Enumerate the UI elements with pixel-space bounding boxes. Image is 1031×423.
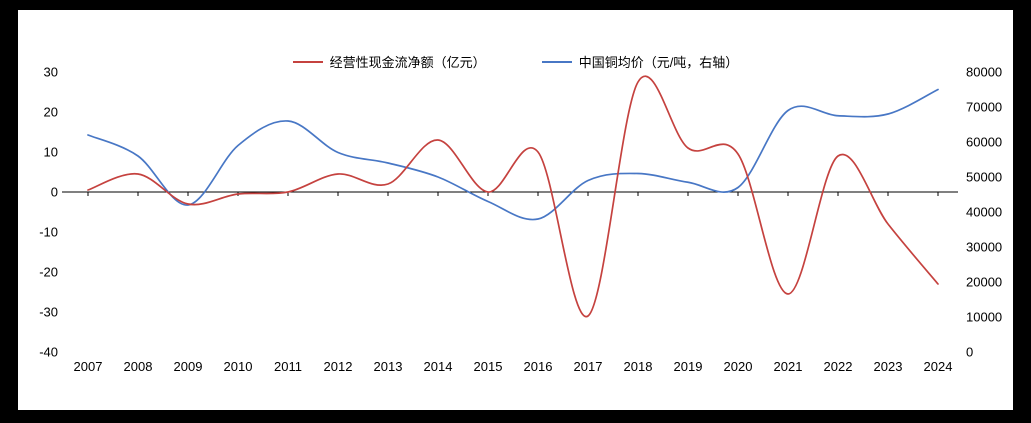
x-axis-label: 2014 (424, 359, 453, 374)
right-axis-tick-label: 70000 (966, 100, 1002, 115)
right-axis-tick-label: 20000 (966, 275, 1002, 290)
x-axis-label: 2010 (224, 359, 253, 374)
right-axis-tick-label: 0 (966, 345, 973, 360)
x-axis-label: 2015 (474, 359, 503, 374)
x-axis-label: 2018 (624, 359, 653, 374)
x-axis-label: 2021 (774, 359, 803, 374)
x-axis-label: 2008 (124, 359, 153, 374)
legend-line-blue (541, 60, 572, 63)
x-axis-label: 2019 (674, 359, 703, 374)
line-copper-price (87, 88, 939, 221)
right-axis-tick-label: 50000 (966, 170, 1002, 185)
x-axis-label: 2020 (724, 359, 753, 374)
x-axis-label: 2011 (274, 359, 302, 374)
legend-item-copper-price[interactable]: 中国铜均价（元/吨，右轴） (541, 52, 739, 71)
right-axis-tick-label: 60000 (966, 135, 1002, 150)
left-axis-tick-label: -10 (39, 225, 58, 240)
x-axis-label: 2022 (824, 359, 853, 374)
left-axis-tick-label: 30 (44, 65, 58, 80)
x-axis-label: 2009 (174, 359, 203, 374)
right-axis-tick-label: 10000 (966, 310, 1002, 325)
x-axis-label: 2016 (524, 359, 553, 374)
x-axis-label: 2024 (924, 359, 953, 374)
chart-panel: 经营性现金流净额（亿元） 中国铜均价（元/吨，右轴） 30 20 10 0 -10 -20… (18, 10, 1013, 410)
left-axis-tick-label: 20 (44, 105, 58, 120)
x-axis-label: 2012 (324, 359, 353, 374)
legend-label-operating-cashflow: 经营性现金流净额（亿元） (329, 55, 486, 70)
x-axis-label: 2023 (874, 359, 903, 374)
legend-label-copper-price: 中国铜均价（元/吨，右轴） (578, 55, 739, 70)
chart-legend: 经营性现金流净额（亿元） 中国铜均价（元/吨，右轴） (18, 52, 1013, 71)
line-chart: 3020100-10-20-30-40800007000060000500004… (39, 65, 1002, 375)
right-axis-tick-label: 40000 (966, 205, 1002, 220)
left-axis-tick-label: 0 (51, 185, 58, 200)
left-axis-tick-label: -30 (39, 305, 58, 320)
left-axis-tick-label: -20 (39, 265, 58, 280)
x-axis-label: 2017 (574, 359, 603, 374)
left-axis-tick-label: -40 (39, 345, 58, 360)
left-axis-tick-label: 10 (44, 145, 58, 160)
right-axis-tick-label: 30000 (966, 240, 1002, 255)
x-axis-label: 2007 (74, 359, 103, 374)
legend-line-red (292, 60, 323, 63)
line-operating-cashflow (87, 75, 939, 318)
x-axis-label: 2013 (374, 359, 403, 374)
legend-item-operating-cashflow[interactable]: 经营性现金流净额（亿元） (292, 52, 486, 71)
right-axis-tick-label: 80000 (966, 65, 1002, 80)
